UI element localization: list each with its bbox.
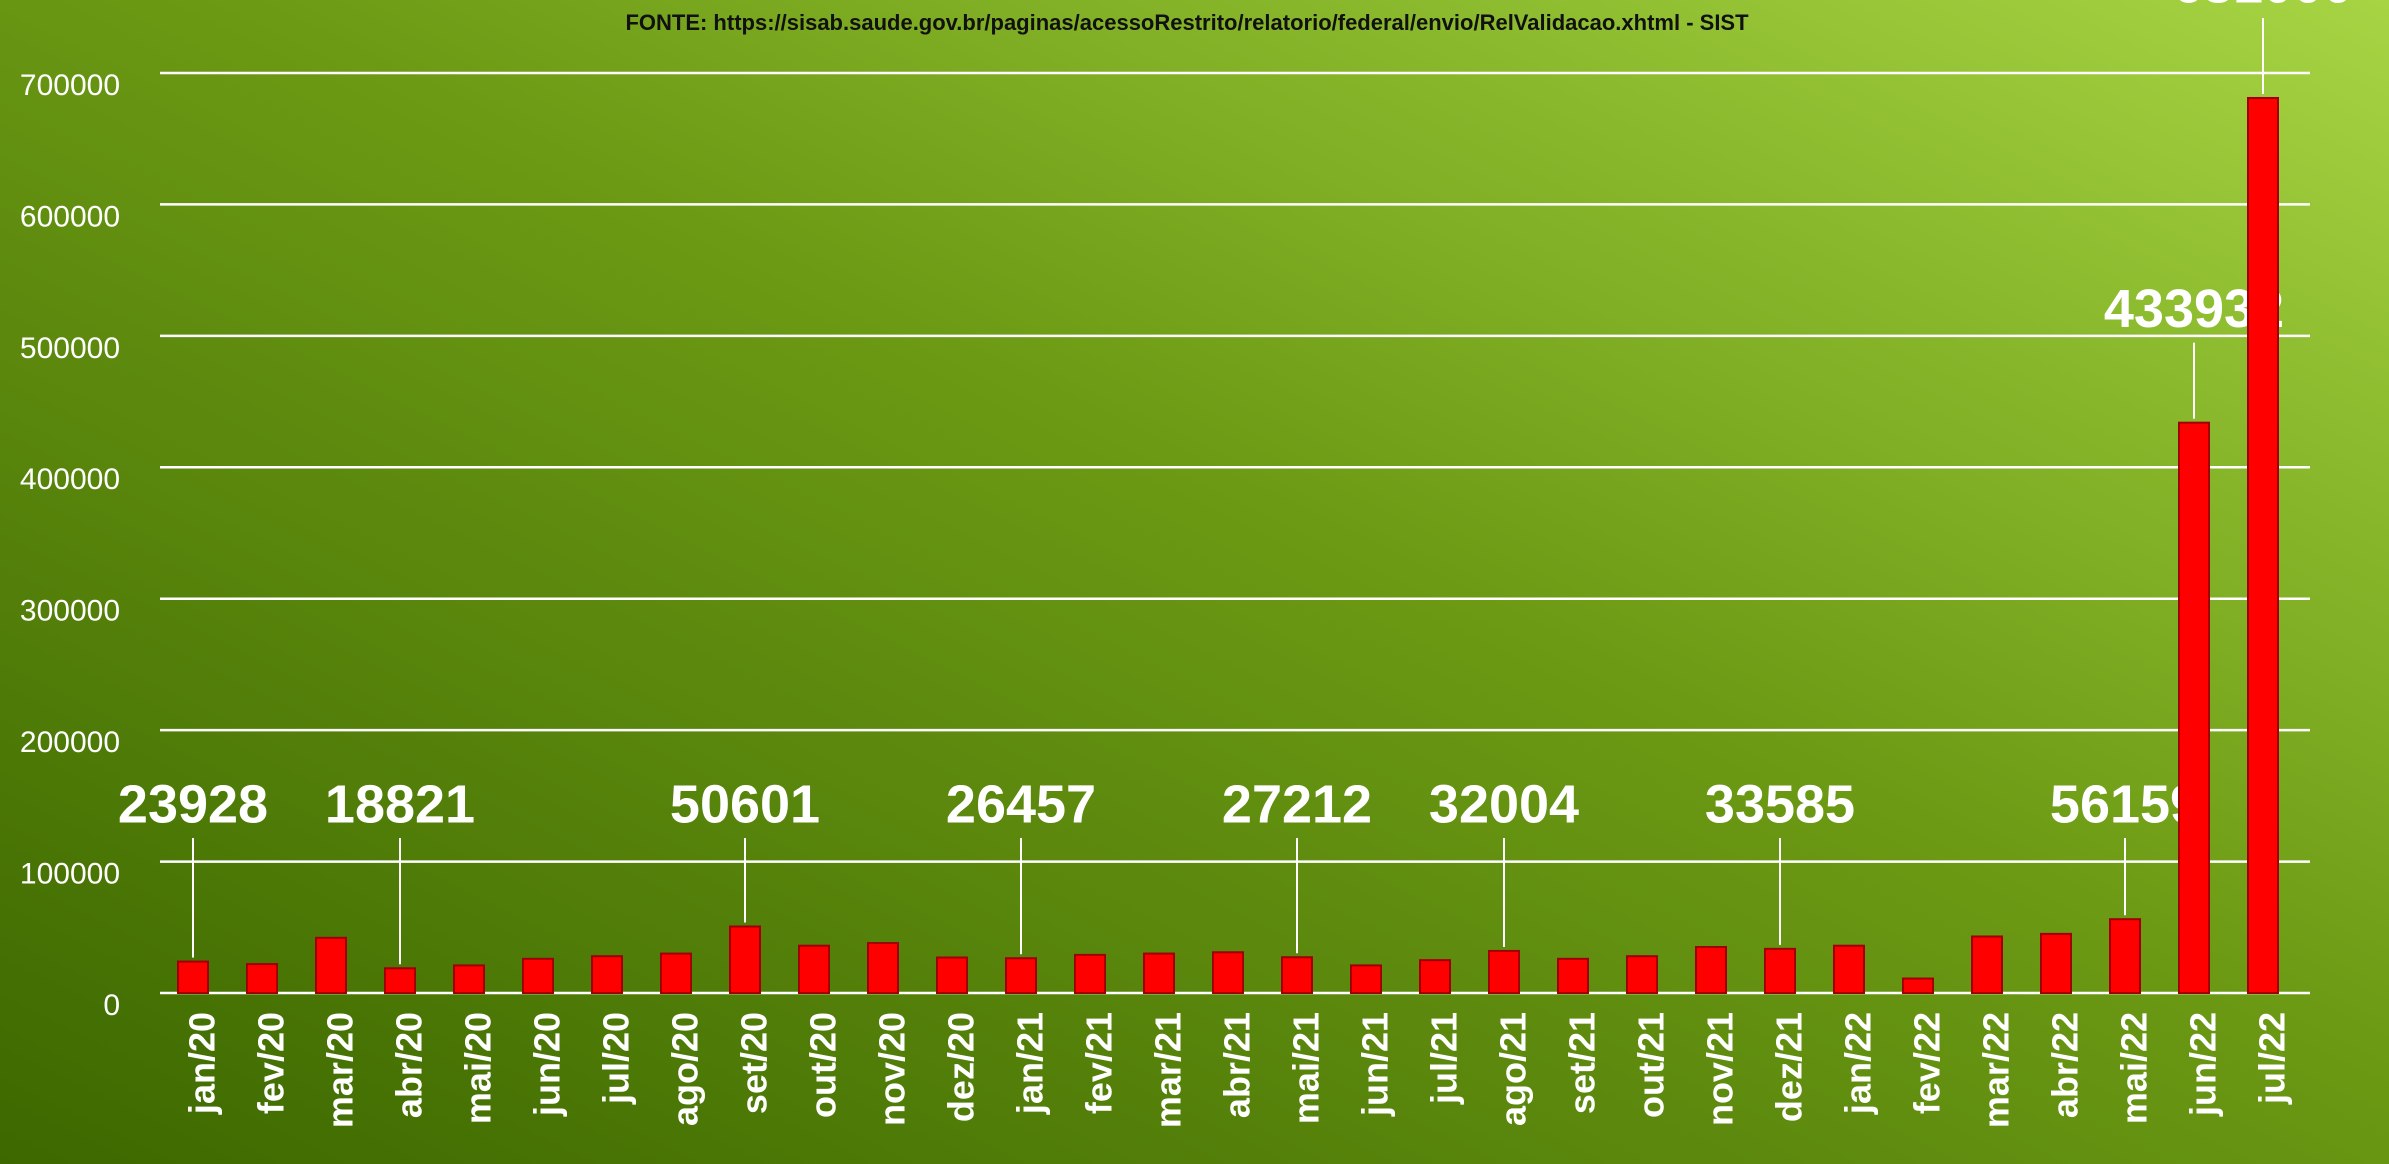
- bar: [1350, 964, 1382, 995]
- x-tick-label: jun/20: [527, 1012, 568, 1117]
- bar: [177, 960, 209, 994]
- x-tick-label: jan/21: [1010, 1012, 1051, 1115]
- x-tick-label: out/20: [803, 1012, 844, 1118]
- bar: [315, 936, 347, 994]
- data-label: 26457: [946, 774, 1096, 834]
- bar: [591, 955, 623, 995]
- bar: [1971, 935, 2003, 995]
- bar: [936, 956, 968, 994]
- x-tick-label: set/20: [734, 1012, 775, 1114]
- x-tick-label: set/21: [1562, 1012, 1603, 1114]
- bar: [1695, 946, 1727, 994]
- bar: [2109, 918, 2141, 995]
- x-tick-label: fev/20: [251, 1012, 292, 1114]
- x-tick-label: fev/21: [1079, 1012, 1120, 1114]
- bar: [1557, 957, 1589, 994]
- bar: [1764, 947, 1796, 995]
- bar: [453, 964, 485, 995]
- y-tick-label: 100000: [20, 857, 120, 890]
- x-tick-label: mar/22: [1976, 1012, 2017, 1128]
- x-tick-label: out/21: [1631, 1012, 1672, 1118]
- x-tick-label: mai/21: [1286, 1012, 1327, 1124]
- data-label: 23928: [118, 774, 268, 834]
- x-tick-label: abr/21: [1217, 1012, 1258, 1118]
- x-tick-label: abr/22: [2045, 1012, 2086, 1118]
- bar: [2247, 96, 2279, 994]
- bar: [1626, 955, 1658, 995]
- x-tick-label: jan/20: [182, 1012, 223, 1115]
- data-label: 681000: [2173, 0, 2353, 14]
- x-tick-label: nov/20: [872, 1012, 913, 1126]
- data-label: 56159: [2050, 774, 2200, 834]
- bar: [2040, 932, 2072, 994]
- y-tick-label: 400000: [20, 463, 120, 496]
- x-tick-label: jul/22: [2252, 1012, 2293, 1105]
- x-tick-label: ago/20: [665, 1012, 706, 1126]
- bar: [522, 957, 554, 994]
- chart-subtitle: FONTE: https://sisab.saude.gov.br/pagina…: [625, 10, 1749, 35]
- y-tick-label: 0: [103, 989, 120, 1022]
- x-tick-label: mai/22: [2114, 1012, 2155, 1124]
- bar: [729, 925, 761, 995]
- bar: [798, 944, 830, 995]
- x-tick-label: mar/20: [320, 1012, 361, 1128]
- bar: [384, 967, 416, 995]
- x-tick-label: jun/22: [2183, 1012, 2224, 1117]
- x-tick-label: ago/21: [1493, 1012, 1534, 1126]
- bar: [1419, 959, 1451, 995]
- bar: [246, 963, 278, 994]
- bar: [1488, 949, 1520, 995]
- x-tick-label: mai/20: [458, 1012, 499, 1124]
- y-tick-label: 600000: [20, 200, 120, 233]
- data-label: 33585: [1705, 774, 1855, 834]
- data-label: 32004: [1429, 774, 1579, 834]
- x-tick-label: jul/21: [1424, 1012, 1465, 1105]
- bar: [660, 952, 692, 994]
- y-tick-label: 500000: [20, 332, 120, 365]
- bar: [1212, 951, 1244, 994]
- bar: [1005, 957, 1037, 995]
- bar: [1074, 953, 1106, 995]
- bar: [1902, 977, 1934, 994]
- bar: [1281, 956, 1313, 994]
- x-tick-label: jan/22: [1838, 1012, 1879, 1115]
- x-tick-label: mar/21: [1148, 1012, 1189, 1128]
- x-tick-label: dez/20: [941, 1012, 982, 1122]
- y-tick-label: 300000: [20, 595, 120, 628]
- bar: [1143, 952, 1175, 994]
- x-tick-label: nov/21: [1700, 1012, 1741, 1126]
- y-tick-label: 700000: [20, 69, 120, 102]
- y-tick-label: 200000: [20, 726, 120, 759]
- x-tick-label: jul/20: [596, 1012, 637, 1105]
- x-tick-label: dez/21: [1769, 1012, 1810, 1122]
- data-label: 27212: [1222, 774, 1372, 834]
- x-tick-label: jun/21: [1355, 1012, 1396, 1117]
- data-label: 50601: [670, 774, 820, 834]
- bar: [867, 942, 899, 994]
- bar: [1833, 944, 1865, 995]
- x-tick-label: abr/20: [389, 1012, 430, 1118]
- data-label: 18821: [325, 774, 475, 834]
- bar: [2178, 421, 2210, 994]
- x-tick-label: fev/22: [1907, 1012, 1948, 1114]
